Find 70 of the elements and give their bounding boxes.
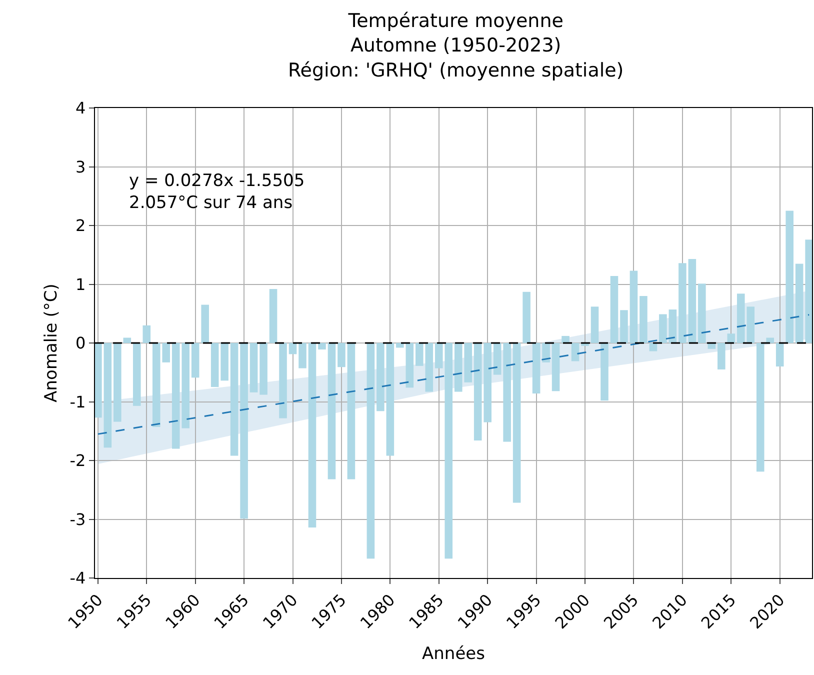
bar [396,343,404,348]
bar [600,343,608,401]
y-tick-label: -4 [70,568,86,588]
bar [279,343,287,418]
bar [250,343,258,392]
bar [590,306,599,343]
bar [132,343,141,406]
bar [698,284,706,343]
bar [406,343,414,388]
y-tick-label: 4 [76,98,86,118]
bar [562,336,570,343]
bar [269,288,278,343]
bar [425,343,434,392]
bar [756,343,764,472]
bar [318,343,326,350]
bar [240,343,248,519]
bar [493,343,502,375]
y-tick-label: 3 [76,157,86,176]
bar [678,263,686,343]
bar [201,304,209,343]
bar [308,343,316,528]
bar [786,210,794,343]
y-tick-label: -3 [70,510,86,529]
bar [727,334,736,343]
bar [766,338,774,343]
bar [260,343,268,395]
bar [376,343,384,412]
bar [620,310,628,343]
bar [230,343,238,456]
bar [630,270,638,343]
bar [416,343,424,366]
bar [347,343,356,480]
bar [191,343,200,378]
bar [338,343,346,368]
annotation: y = 0.0278x -1.5505 2.057°C sur 74 ans [129,171,305,214]
bar [532,343,540,394]
y-tick-label: -2 [70,451,86,470]
bar [552,343,560,392]
x-axis-title: Années [422,644,486,664]
bar [366,343,375,559]
bar [210,343,219,388]
bar [288,343,297,354]
bar [610,276,618,343]
bar [776,343,784,366]
bar [688,258,696,343]
y-axis-title: Anomalie (°C) [41,284,62,402]
bar [522,292,530,343]
bar [503,343,511,442]
y-tick-label: 2 [76,216,86,236]
bar [123,338,132,343]
bar [659,314,667,343]
bar [114,343,122,422]
bar [795,264,804,343]
chart-title: Température moyenne Automne (1950-2023) Région: 'GRHQ' (moyenne spatiale) [288,10,624,82]
bar [104,343,112,448]
bar [640,296,648,343]
bar [220,343,228,381]
y-tick-label: 0 [76,334,86,353]
bar [512,343,521,503]
bar [95,343,102,418]
bar [668,310,677,343]
bar [298,343,306,368]
bar [386,343,394,456]
bar [718,343,726,370]
y-tick-label: 1 [76,274,86,294]
bar [142,325,151,343]
bar [571,343,580,362]
bar [805,240,812,343]
bar [328,343,336,480]
y-tick-label: -1 [70,392,86,412]
